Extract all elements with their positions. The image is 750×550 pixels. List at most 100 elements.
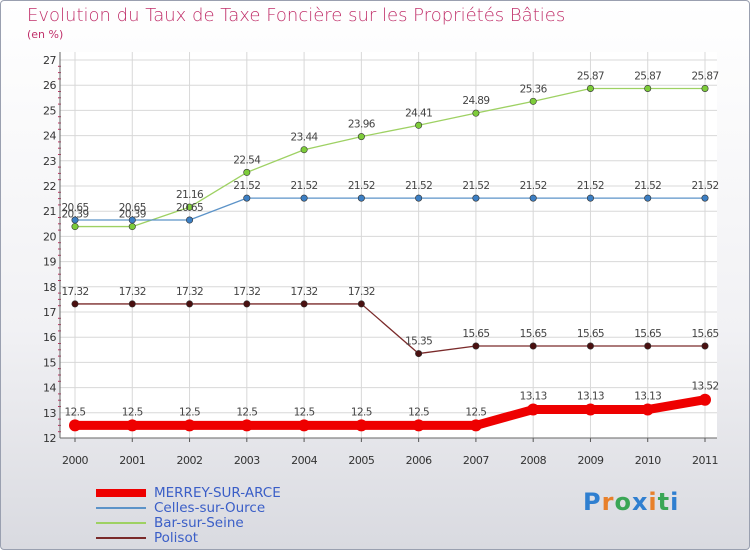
data-label: 21.52 [291,180,318,192]
data-point [243,168,251,176]
legend-swatch [96,506,146,509]
data-label: 22.54 [233,154,261,166]
data-label: 20.65 [119,202,146,214]
data-label: 21.52 [462,180,489,192]
series-line-1 [74,197,706,221]
data-point [586,84,594,92]
data-label: 12.5 [236,406,257,418]
data-point [300,300,308,308]
legend-label-merrey: MERREY-SUR-ARCE [154,484,281,501]
data-point [415,194,423,202]
logo-letter: t [657,488,671,516]
x-tick-label: 2003 [234,454,260,467]
data-label: 20.39 [61,209,88,221]
data-label: 15.65 [634,328,661,340]
data-label: 12.5 [122,406,143,418]
y-axis-unit-label: (en %) [27,28,64,41]
x-tick-label: 2008 [520,454,546,467]
legend-label-celles: Celles-sur-Ource [154,499,266,516]
logo-letter: P [583,488,602,516]
y-tick-label: 24 [43,130,56,143]
data-label: 21.52 [634,180,661,192]
data-point [472,194,480,202]
data-label: 20.65 [61,202,88,214]
data-label: 21.52 [348,180,375,192]
data-point [128,300,136,308]
legend-label-polisot: Polisot [154,529,199,546]
series-line-0 [70,395,710,430]
data-point [355,419,368,432]
x-tick-label: 2011 [692,454,718,467]
data-label: 21.52 [691,180,718,192]
data-point [584,403,597,416]
y-tick-label: 18 [43,281,56,294]
data-label: 20.65 [176,202,203,214]
data-point [128,216,136,224]
legend-swatch-merrey [96,488,146,497]
data-point [415,121,423,129]
x-tick-label: 2005 [348,454,374,467]
data-label: 15.65 [462,328,489,340]
y-tick-label: 21 [43,205,56,218]
legend-swatch-bar [96,521,146,524]
data-label: 12.5 [179,406,200,418]
data-point [529,97,537,105]
data-label: 15.65 [577,328,604,340]
proxiti-logo: Proxiti [583,488,679,516]
data-point [644,194,652,202]
data-label: 17.32 [61,286,88,298]
data-label: 17.32 [119,286,146,298]
data-label: 12.5 [294,406,315,418]
data-point [529,194,537,202]
legend-swatch-polisot [96,536,146,539]
y-tick-label: 15 [43,356,56,369]
x-tick-label: 2001 [119,454,145,467]
y-tick-label: 22 [43,180,56,193]
y-tick-label: 17 [43,306,56,319]
data-label: 13.52 [691,381,718,393]
legend-swatch-celles [96,506,146,509]
data-label: 17.32 [176,286,203,298]
data-label: 25.87 [577,70,604,82]
legend-swatch [96,521,146,524]
data-label: 21.16 [176,189,204,201]
data-label: 12.5 [465,406,486,418]
data-point [300,194,308,202]
data-point [243,194,251,202]
y-tick-label: 12 [43,432,56,445]
data-point [240,419,253,432]
logo-letter: x [631,488,649,516]
data-label: 15.35 [405,336,432,348]
y-tick-label: 19 [43,256,56,269]
data-point [357,133,365,141]
data-point [357,300,365,308]
series-line-3 [74,303,706,355]
data-label: 21.52 [405,180,432,192]
data-label: 25.87 [691,70,718,82]
data-point [469,419,482,432]
legend-item-bar: Bar-sur-Seine [96,515,396,531]
data-point [69,419,81,432]
y-tick-label: 23 [43,155,56,168]
data-point [701,194,709,202]
data-point [644,84,652,92]
data-point [128,223,136,231]
data-label: 13.13 [634,391,661,403]
data-point [701,342,709,350]
data-label: 15.65 [691,328,718,340]
logo-letter: o [614,488,632,516]
plot-area [60,52,717,438]
y-tick-label: 13 [43,407,56,420]
data-label: 12.5 [408,406,429,418]
data-label: 13.13 [577,391,604,403]
y-tick-label: 14 [43,382,56,395]
data-point [186,203,194,211]
data-point [472,109,480,117]
logo-letter: i [648,488,658,516]
chart-title: Evolution du Taux de Taxe Foncière sur l… [27,5,566,26]
data-point [529,342,537,350]
data-point [71,300,79,308]
legend-item-polisot: Polisot [96,529,396,546]
data-label: 21.52 [520,180,547,192]
